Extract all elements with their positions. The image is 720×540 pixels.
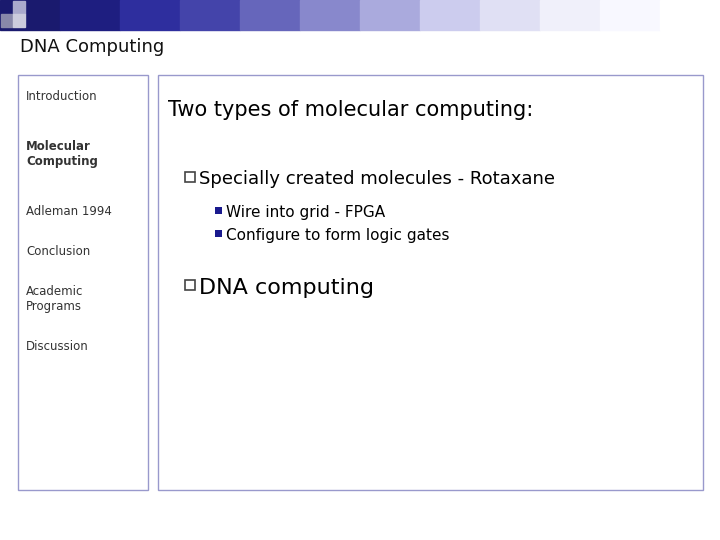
Text: Adleman 1994: Adleman 1994 [26,205,112,218]
Bar [215,230,222,237]
Text: Wire into grid - FPGA: Wire into grid - FPGA [226,205,385,220]
Text: Molecular
Computing: Molecular Computing [26,140,98,168]
Bar [240,0,300,30]
Text: Configure to form logic gates: Configure to form logic gates [226,228,449,243]
Bar [1,1,13,15]
Text: Two types of molecular computing:: Two types of molecular computing: [168,100,534,120]
Text: Introduction: Introduction [26,90,98,103]
Bar [185,172,195,182]
Bar [158,75,703,490]
Text: Discussion: Discussion [26,340,89,353]
Bar [185,280,195,290]
Bar [540,0,600,30]
Bar [300,0,360,30]
Text: DNA Computing: DNA Computing [20,38,164,56]
Text: DNA computing: DNA computing [199,278,374,298]
Bar [120,0,180,30]
Bar [0,0,60,30]
Bar [215,207,222,214]
Bar [660,0,720,30]
Bar [18,75,148,490]
Bar [14,1,25,15]
Bar [420,0,480,30]
Bar [480,0,540,30]
Bar [600,0,660,30]
Bar [180,0,240,30]
Bar [1,14,13,28]
Text: Academic
Programs: Academic Programs [26,285,84,313]
Bar [360,0,420,30]
Text: Conclusion: Conclusion [26,245,90,258]
Text: Specially created molecules - Rotaxane: Specially created molecules - Rotaxane [199,170,555,188]
Bar [60,0,120,30]
Bar [14,14,25,28]
